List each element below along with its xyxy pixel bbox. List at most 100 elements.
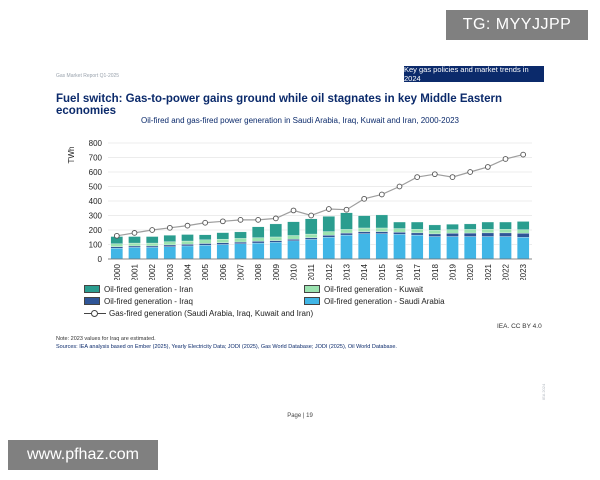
x-tick-label: 2014 <box>360 263 369 280</box>
bar-oil_saudi <box>128 247 141 260</box>
bar-oil_iran <box>411 221 424 230</box>
bar-oil_iraq <box>146 245 159 248</box>
bar-oil_iran <box>517 221 530 230</box>
bar-oil_iran <box>340 212 353 230</box>
bar-oil_iran <box>446 224 459 230</box>
bar-oil_saudi <box>517 237 530 260</box>
bar-oil_iraq <box>181 244 194 247</box>
x-tick-label: 2015 <box>378 263 387 280</box>
bar-oil_iran <box>287 221 300 236</box>
gas-line-point <box>484 164 491 170</box>
bar-oil_kuwait <box>181 240 194 245</box>
y-tick-label: 200 <box>89 226 103 235</box>
x-tick-label: 2020 <box>466 263 475 280</box>
gas-line-point <box>272 215 279 222</box>
legend-oil-iran: Oil-fired generation - Iran <box>84 285 304 294</box>
legend-gas-line: Gas-fired generation (Saudi Arabia, Iraq… <box>84 309 504 318</box>
sources: Sources: IEA analysis based on Ember (20… <box>56 344 397 350</box>
y-tick-label: 0 <box>98 255 103 264</box>
bar-oil_iraq <box>234 241 247 244</box>
gas-line-point <box>219 218 226 225</box>
bar-oil_kuwait <box>411 229 424 234</box>
bar-oil_saudi <box>234 243 247 260</box>
bar-oil_saudi <box>252 242 265 260</box>
gas-line-point <box>449 174 456 180</box>
bar-oil_iraq <box>128 245 141 248</box>
legend-label-oil-saudi: Oil-fired generation - Saudi Arabia <box>324 296 445 306</box>
bar-oil_kuwait <box>216 238 229 243</box>
bar-oil_iraq <box>375 231 388 234</box>
bar-oil_iran <box>375 214 388 229</box>
bar-oil_saudi <box>181 245 194 260</box>
bar-oil_iraq <box>358 231 371 234</box>
bar-oil_iraq <box>305 237 318 240</box>
bar-oil_saudi <box>375 233 388 260</box>
y-tick-label: 800 <box>89 139 103 148</box>
bar-oil_kuwait <box>269 236 282 241</box>
watermark-top-right: TG: MYYJJPP <box>446 10 588 40</box>
x-tick-label: 2005 <box>201 263 210 280</box>
bar-oil_iraq <box>252 241 265 244</box>
x-tick-label: 2019 <box>449 263 458 280</box>
bar-oil_iraq <box>428 233 441 237</box>
bar-oil_iran <box>499 221 512 230</box>
y-tick-label: 700 <box>89 154 103 163</box>
y-tick-label: 500 <box>89 183 103 192</box>
bar-oil_saudi <box>163 246 176 260</box>
x-tick-label: 2012 <box>325 263 334 280</box>
legend-label-oil-kuwait: Oil-fired generation - Kuwait <box>324 284 424 294</box>
side-code: IEA 2024 <box>541 383 546 400</box>
gas-line <box>116 154 524 237</box>
chart-legend: Oil-fired generation - Iran Oil-fired ge… <box>84 283 524 319</box>
bar-oil_saudi <box>393 234 406 260</box>
legend-swatch-oil-kuwait <box>304 285 320 293</box>
gas-line-point <box>378 191 385 198</box>
bar-oil_kuwait <box>128 242 141 247</box>
x-tick-label: 2007 <box>237 263 246 280</box>
y-tick-label: 300 <box>89 212 103 221</box>
bar-oil_iraq <box>110 246 123 249</box>
credit: IEA. CC BY 4.0 <box>497 323 542 330</box>
bar-oil_saudi <box>146 247 159 260</box>
bar-oil_kuwait <box>375 227 388 232</box>
gas-line-point <box>255 217 262 223</box>
chart-title: Oil-fired and gas-fired power generation… <box>141 116 459 125</box>
bar-oil_iran <box>393 221 406 229</box>
bar-oil_iraq <box>322 235 335 238</box>
x-tick-label: 2022 <box>502 263 511 280</box>
x-tick-label: 2016 <box>396 263 405 280</box>
bar-oil_saudi <box>481 236 494 260</box>
bar-oil_iran <box>305 218 318 235</box>
bar-oil_saudi <box>358 233 371 260</box>
bar-oil_kuwait <box>481 229 494 234</box>
bar-oil_kuwait <box>428 230 441 235</box>
bar-oil_iran <box>146 236 159 244</box>
legend-oil-saudi: Oil-fired generation - Saudi Arabia <box>304 297 524 306</box>
legend-swatch-oil-iran <box>84 285 100 293</box>
bar-oil_iraq <box>340 232 353 236</box>
bar-oil_saudi <box>199 245 212 260</box>
gas-line-point <box>414 174 421 180</box>
bar-oil_saudi <box>287 240 300 260</box>
bar-oil_kuwait <box>199 239 212 244</box>
page-number: Page | 19 <box>287 413 313 419</box>
bar-oil_iran <box>269 223 282 238</box>
x-tick-label: 2008 <box>254 263 263 280</box>
y-tick-label: 600 <box>89 168 103 177</box>
legend-swatch-oil-iraq <box>84 297 100 305</box>
bar-oil_iraq <box>517 233 530 238</box>
x-tick-label: 2003 <box>166 263 175 280</box>
gas-line-point <box>202 219 209 226</box>
legend-label-oil-iran: Oil-fired generation - Iran <box>104 284 193 294</box>
bar-oil_saudi <box>216 244 229 260</box>
y-axis-label: TWh <box>67 147 76 164</box>
bar-oil_saudi <box>446 236 459 260</box>
bar-oil_kuwait <box>110 243 123 247</box>
bar-oil_iran <box>481 221 494 230</box>
page-title: Fuel switch: Gas-to-power gains ground w… <box>56 93 503 117</box>
bar-oil_saudi <box>464 236 477 260</box>
bar-oil_iraq <box>393 232 406 235</box>
x-tick-label: 2023 <box>519 263 528 280</box>
legend-label-oil-iraq: Oil-fired generation - Iraq <box>104 296 193 306</box>
bar-oil_kuwait <box>446 229 459 234</box>
